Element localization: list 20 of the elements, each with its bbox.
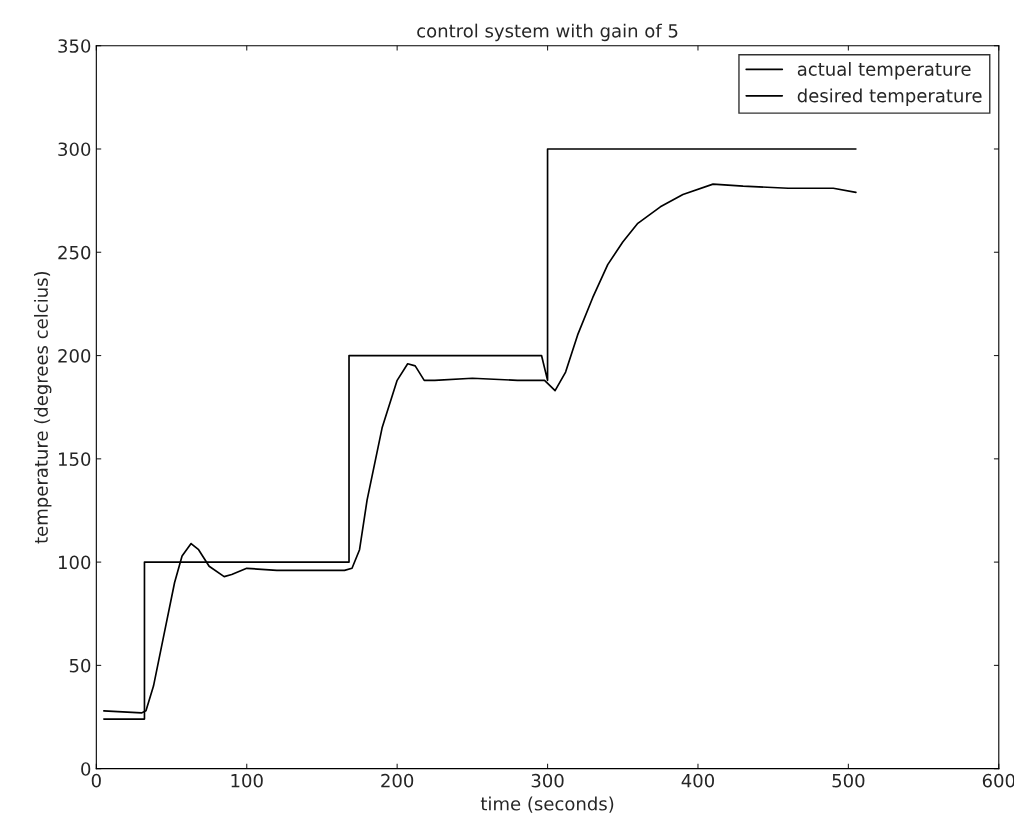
x-tick-label: 100 xyxy=(231,773,263,788)
x-tick-label: 400 xyxy=(681,773,714,788)
legend-label: desired temperature xyxy=(797,88,982,106)
y-tick-label: 200 xyxy=(58,349,91,363)
x-tick-label: 600 xyxy=(982,773,1014,788)
y-tick-label: 300 xyxy=(58,142,91,157)
x-tick-label: 300 xyxy=(531,773,564,788)
x-tick-label: 0 xyxy=(91,773,101,788)
chart-title: control system with gain of 5 xyxy=(417,23,678,42)
y-tick-label: 250 xyxy=(58,245,91,260)
y-tick-label: 50 xyxy=(69,658,91,673)
x-tick-label: 200 xyxy=(381,773,414,788)
x-axis-title: time (seconds) xyxy=(480,796,614,813)
y-tick-label: 150 xyxy=(58,452,91,466)
legend-label: actual temperature xyxy=(797,61,971,80)
y-tick-label: 350 xyxy=(58,39,91,53)
y-axis-title: temperature (degrees celcius) xyxy=(33,271,52,544)
y-tick-label: 0 xyxy=(81,762,91,776)
x-tick-label: 500 xyxy=(832,773,865,788)
y-tick-label: 100 xyxy=(58,555,91,570)
